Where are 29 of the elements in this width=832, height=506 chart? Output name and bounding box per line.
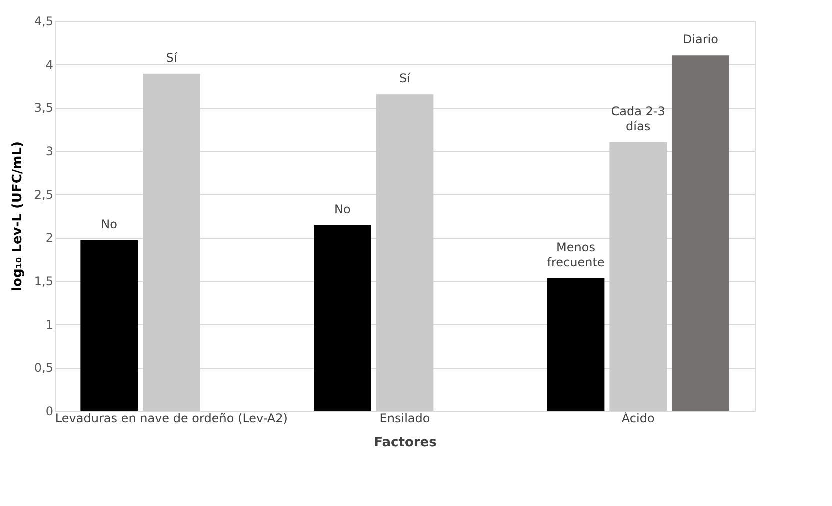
x-tick-label: Ensilado [380, 412, 430, 426]
data-label: Menos frecuente [547, 240, 605, 270]
data-label: No [101, 217, 118, 232]
bar [314, 226, 372, 411]
bar [672, 56, 730, 411]
y-tick-label: 1 [46, 318, 54, 332]
x-tick-label: Levaduras en nave de ordeño (Lev-A2) [55, 412, 288, 426]
x-tick-label: Ácido [622, 410, 655, 426]
data-label: Sí [400, 72, 412, 86]
bar [547, 278, 605, 411]
y-tick-label: 0 [46, 404, 54, 418]
data-label: Cada 2-3 días [611, 104, 666, 134]
data-label: No [334, 202, 351, 217]
y-tick-label: 0,5 [34, 361, 54, 376]
bar [80, 240, 138, 411]
y-tick-label: 3 [46, 144, 54, 158]
y-tick-label: 3,5 [34, 101, 54, 116]
y-tick-label: 2,5 [34, 188, 54, 202]
x-axis-title: Factores [374, 436, 438, 450]
bar [142, 74, 200, 411]
y-tick-label: 2 [46, 231, 54, 246]
bar [376, 94, 434, 411]
data-label: Diario [682, 32, 718, 47]
y-tick-label: 4 [46, 58, 54, 72]
data-label: Sí [166, 50, 178, 65]
y-tick-label: 1,5 [34, 274, 54, 288]
y-axis-title: log₁₀ Lev-L (UFC/mL) [10, 142, 26, 292]
y-tick-label: 4,5 [34, 14, 54, 28]
bar [610, 142, 668, 411]
